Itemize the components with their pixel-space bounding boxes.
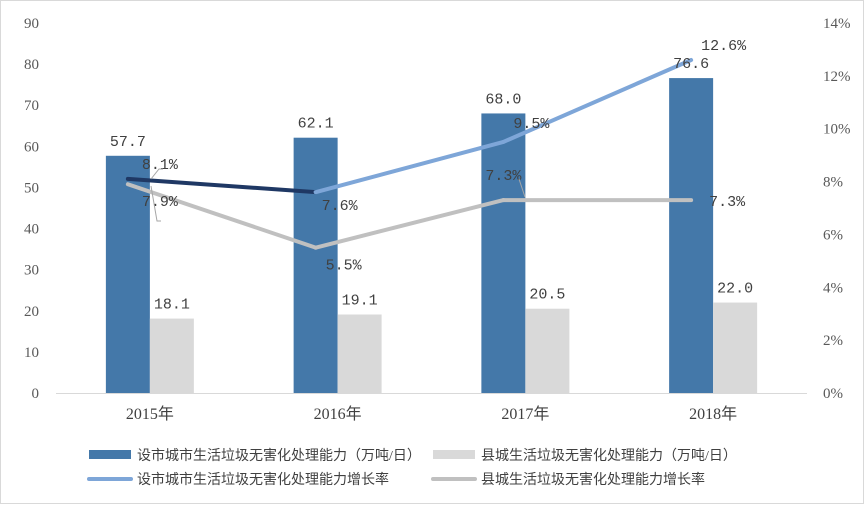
line-city-growth-segment [313,139,506,195]
y-left-tick-label: 50 [24,180,39,196]
bar-value-label: 57.7 [110,134,146,151]
x-tick-label: 2015年 [126,405,174,423]
leader-line [150,185,161,222]
y-left-tick-label: 20 [24,304,39,320]
y-left-tick-label: 30 [24,263,39,279]
y-right-tick-label: 14% [823,16,851,32]
bar-city [293,137,338,393]
legend-label: 县城生活垃圾无害化处理能力（万吨/日） [481,448,737,464]
bar-value-label: 22.0 [717,281,753,298]
y-right-tick-label: 8% [823,175,843,191]
bar-city [481,113,526,393]
x-tick-label: 2018年 [689,405,737,423]
line-value-label: 7.3% [485,168,522,185]
leader-line [518,178,526,198]
line-county-growth-segment [313,198,506,250]
y-left-tick-label: 10 [24,345,39,361]
y-right-tick-label: 2% [823,333,843,349]
lines-layer [125,58,694,250]
bar-city [669,78,714,393]
line-city-growth-segment [501,58,694,144]
line-county-growth-segment [125,182,318,250]
bar-county [525,308,570,393]
bar-value-label: 18.1 [154,297,190,314]
bar-value-label: 19.1 [342,292,378,309]
y-left-tick-label: 0 [32,386,40,402]
legend: 设市城市生活垃圾无害化处理能力（万吨/日） 县城生活垃圾无害化处理能力（万吨/日）… [87,447,737,488]
line-value-label: 7.3% [709,194,746,211]
y-left-tick-label: 40 [24,222,39,238]
axes-layer: 0 10 20 30 40 50 60 70 80 90 0% 2% 4% 6% 8% 10% 12% 14% 20… [24,16,851,423]
y-right-tick-label: 10% [823,122,851,138]
line-value-label: 7.9% [142,194,179,211]
bar-county [149,318,194,393]
x-tick-label: 2016年 [314,405,362,423]
leader-line [150,168,163,180]
line-value-label: 8.1% [142,157,179,174]
bar-value-label: 76.6 [673,56,709,73]
y-left-tick-label: 60 [24,139,39,155]
y-right-tick-label: 12% [823,69,851,85]
y-left-tick-label: 90 [24,16,39,32]
bar-value-label: 62.1 [298,116,334,133]
line-value-label: 5.5% [326,258,363,275]
legend-swatch [89,450,131,459]
y-left-tick-label: 70 [24,98,39,114]
bar-value-label: 68.0 [485,91,521,108]
bar-county [713,302,758,393]
bar-county [337,314,382,393]
y-right-tick-label: 4% [823,280,843,296]
x-tick-label: 2017年 [501,405,549,423]
legend-label: 设市城市生活垃圾无害化处理能力增长率 [137,471,389,488]
legend-label: 县城生活垃圾无害化处理能力增长率 [481,471,705,488]
y-left-tick-label: 80 [24,57,39,73]
legend-swatch [433,450,475,459]
y-right-tick-label: 0% [823,386,843,402]
line-city-growth-segment [125,176,318,195]
line-value-label: 7.6% [322,198,359,215]
data-labels-layer: 57.7 62.1 68.0 76.6 18.1 19.1 20.5 22.0 8.1% 7.6%… [110,38,753,314]
bar-value-label: 20.5 [529,287,565,304]
line-value-label: 12.6% [701,38,747,55]
bars-layer [105,78,758,393]
y-right-tick-label: 6% [823,227,843,243]
line-value-label: 9.5% [513,116,550,133]
legend-label: 设市城市生活垃圾无害化处理能力（万吨/日） [137,447,421,464]
bar-city [105,155,150,393]
